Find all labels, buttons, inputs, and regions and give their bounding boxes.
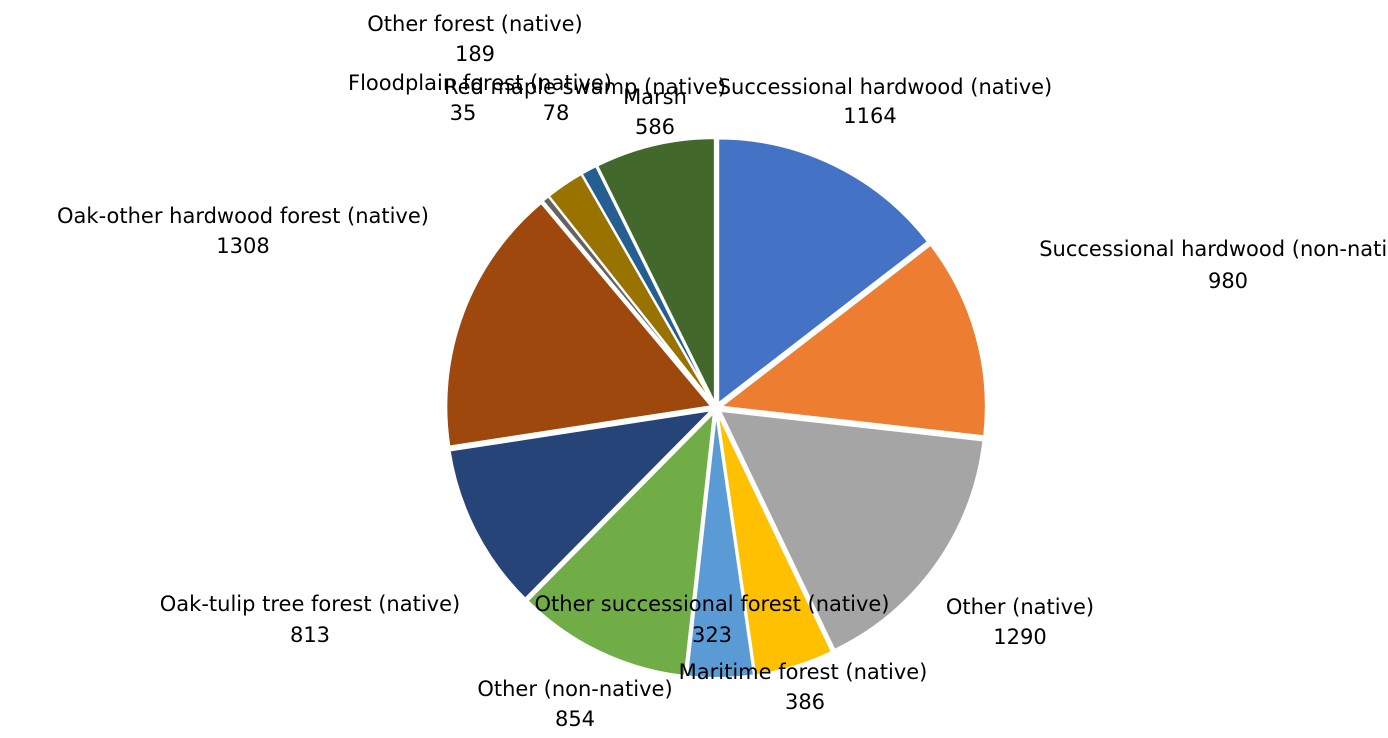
slice-value: 813 <box>290 623 330 647</box>
slice-label: Oak-other hardwood forest (native) <box>57 204 429 228</box>
slice-label: Successional hardwood (non-native) <box>1039 237 1388 261</box>
pie-slice <box>716 412 834 677</box>
slice-label: Floodplain forest (native) <box>348 71 612 95</box>
pie-slice <box>445 201 714 448</box>
pie-slice <box>526 409 716 678</box>
slice-value: 586 <box>635 115 675 139</box>
slice-value: 189 <box>455 42 495 66</box>
slice-value: 1290 <box>993 625 1046 649</box>
slice-label: Red maple swamp (native) <box>444 75 726 99</box>
slice-label: Other (non-native) <box>477 677 672 701</box>
pie-slice <box>580 164 715 405</box>
slice-value: 78 <box>543 101 570 125</box>
slice-label: Oak-tulip tree forest (native) <box>160 592 460 616</box>
pie-slice <box>718 409 985 652</box>
slice-value: 35 <box>450 101 477 125</box>
slice-value: 1164 <box>843 104 896 128</box>
slice-label: Maritime forest (native) <box>679 660 928 684</box>
slice-label: Other (native) <box>946 595 1094 619</box>
pie-slice <box>448 408 715 601</box>
pie-slice <box>595 137 716 404</box>
pie-slice <box>718 243 987 438</box>
slice-label: Other successional forest (native) <box>535 592 890 616</box>
slice-value: 386 <box>785 690 825 714</box>
slice-value: 854 <box>555 707 595 731</box>
slice-value: 1308 <box>216 234 269 258</box>
slice-value: 323 <box>692 623 732 647</box>
slice-value: 980 <box>1208 269 1248 293</box>
pie-slice <box>685 412 756 679</box>
slice-label: Marsh <box>623 85 687 109</box>
pie-slice <box>717 137 930 406</box>
slice-label: Other forest (native) <box>367 12 582 36</box>
slice-label: Successional hardwood (native) <box>718 75 1053 99</box>
